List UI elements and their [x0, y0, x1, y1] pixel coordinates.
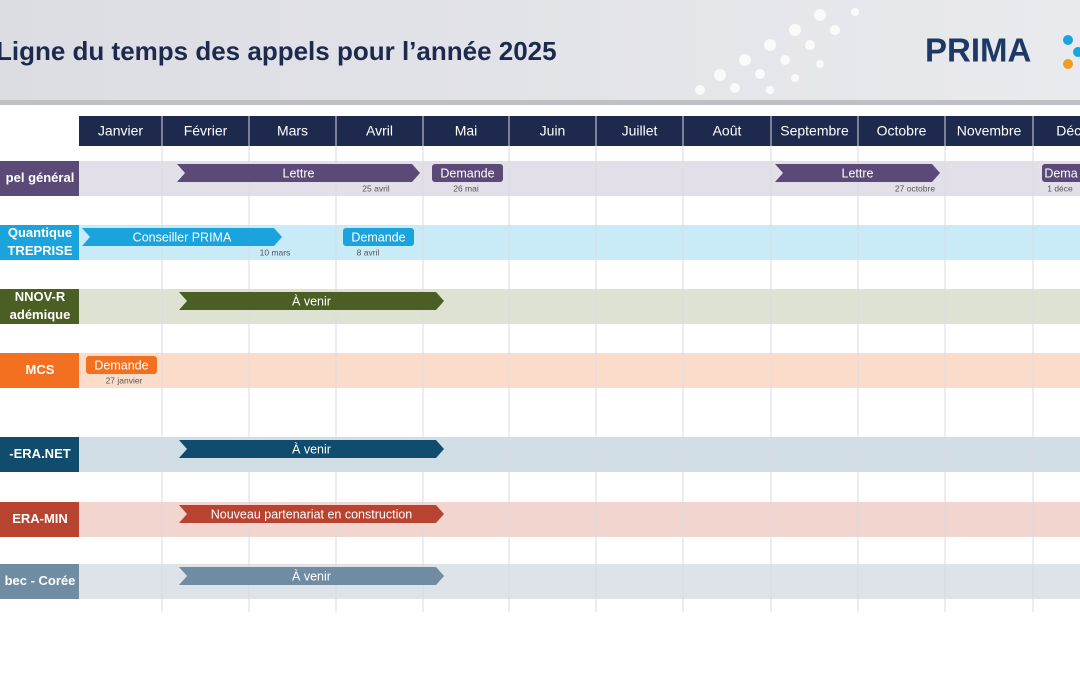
- arrow-bar: [179, 440, 444, 458]
- tag: [343, 228, 414, 246]
- row-label-box: [0, 564, 79, 599]
- logo-icon: [1063, 35, 1080, 69]
- item-label: Lettre: [283, 166, 315, 180]
- arrow-bar: [82, 228, 282, 246]
- tag: [1042, 164, 1080, 182]
- month-label: Février: [184, 123, 228, 139]
- month-label: Janvier: [98, 123, 143, 139]
- row-label: Quantique: [8, 225, 72, 240]
- item-label: À venir: [292, 293, 331, 308]
- tag: [86, 356, 157, 374]
- header-band: [0, 0, 1080, 100]
- item-label: Demande: [440, 166, 494, 180]
- arrow-bar: [179, 567, 444, 585]
- item-label: Demande: [94, 358, 148, 372]
- logo: PRIMA: [925, 32, 1031, 69]
- item-label: À venir: [292, 441, 331, 456]
- row-label-box: [0, 161, 79, 196]
- header-shadow: [0, 100, 1080, 105]
- month-label: Août: [713, 123, 742, 139]
- item-label: Nouveau partenariat en construction: [211, 507, 413, 521]
- row-label-box: [0, 502, 79, 537]
- month-label: Novembre: [957, 123, 1022, 139]
- row-label-box: [0, 225, 79, 260]
- row-label: -ERA.NET: [9, 446, 70, 461]
- month-label: Mars: [277, 123, 308, 139]
- month-label: Juillet: [622, 123, 658, 139]
- item-label: Conseiller PRIMA: [133, 230, 232, 244]
- month-label: Avril: [366, 123, 393, 139]
- item-label: Demande: [351, 230, 405, 244]
- title: Ligne du temps des appels pour l’année 2…: [0, 36, 557, 66]
- row-label-box: [0, 437, 79, 472]
- arrow-bar: [179, 292, 444, 310]
- row-label: NNOV-R: [15, 289, 66, 304]
- item-date: 27 octobre: [895, 183, 935, 193]
- row-band: [79, 353, 1080, 388]
- month-label: Décen: [1056, 123, 1080, 139]
- row-label: TREPRISE: [7, 243, 72, 258]
- arrow-bar: [179, 505, 444, 523]
- item-label: Dema: [1044, 166, 1077, 180]
- item-label: À venir: [292, 568, 331, 583]
- item-label: Lettre: [842, 166, 874, 180]
- row-label: ERA-MIN: [12, 511, 68, 526]
- row-label-box: [0, 353, 79, 388]
- item-date: 1 déce: [1047, 183, 1073, 193]
- row-label: adémique: [10, 307, 71, 322]
- item-date: 27 janvier: [106, 375, 143, 385]
- item-date: 10 mars: [260, 247, 291, 257]
- item-date: 8 avril: [357, 247, 380, 257]
- item-date: 25 avril: [362, 183, 390, 193]
- row-label: bec - Corée: [5, 573, 76, 588]
- item-date: 26 mai: [453, 183, 479, 193]
- arrow-bar: [177, 164, 420, 182]
- row-label: MCS: [26, 362, 55, 377]
- tag: [432, 164, 503, 182]
- month-label: Octobre: [877, 123, 927, 139]
- month-label: Mai: [455, 123, 478, 139]
- month-header: [79, 116, 1080, 146]
- month-label: Juin: [540, 123, 566, 139]
- month-label: Septembre: [780, 123, 849, 139]
- arrow-bar: [775, 164, 940, 182]
- header-dots: [695, 8, 859, 95]
- row-label-box: [0, 289, 79, 324]
- row-label: pel général: [6, 170, 75, 185]
